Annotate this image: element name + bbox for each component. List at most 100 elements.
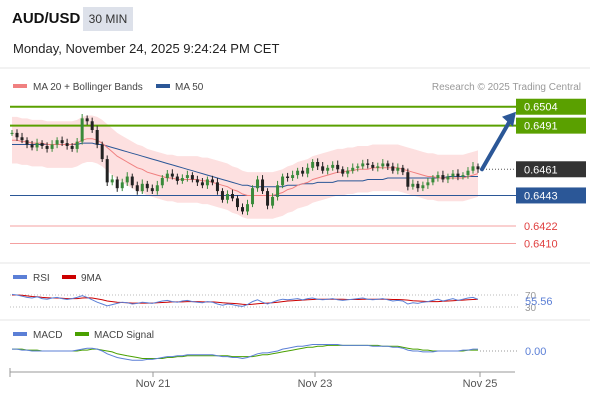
candle-body — [10, 132, 14, 134]
candle-body — [286, 176, 290, 178]
candle-body — [336, 164, 340, 170]
rsi-ma-line — [12, 294, 479, 306]
candle-body — [125, 176, 129, 183]
candle-body — [160, 178, 164, 186]
candle-body — [326, 167, 330, 171]
candle-body — [80, 118, 84, 142]
rsi-line — [11, 293, 479, 307]
candle-body — [55, 140, 59, 145]
candle-body — [451, 173, 455, 177]
support_minor-label: 0.6422 — [524, 221, 558, 233]
candle-body — [145, 183, 149, 189]
candle-body — [100, 144, 104, 160]
resistance-label: 0.6491 — [524, 121, 558, 133]
rsi-value-label: 55.56 — [525, 296, 553, 308]
candle-body — [361, 163, 365, 167]
ma20-legend-label: MA 20 + Bollinger Bands — [33, 82, 143, 93]
candle-body — [155, 185, 159, 192]
candle-body — [246, 204, 250, 212]
chart-datetime: Monday, November 24, 2025 9:24:24 PM CET — [13, 41, 280, 56]
candle-body — [346, 170, 350, 174]
rsi-legend-swatch — [13, 275, 27, 279]
rsi-ma-legend-label: 9MA — [81, 273, 102, 284]
candle-body — [351, 167, 355, 171]
support-badge — [516, 187, 586, 204]
candle-body — [130, 176, 134, 186]
candle-body — [165, 173, 169, 178]
candle-body — [371, 164, 375, 168]
candle-body — [416, 183, 420, 189]
candle-body — [381, 163, 385, 167]
macd-signal-legend-label: MACD Signal — [94, 330, 154, 341]
candle-body — [476, 166, 480, 170]
candle-body — [40, 143, 44, 146]
rsi-legend: RSI 9MA — [13, 273, 102, 284]
candle-body — [261, 179, 265, 192]
candle-body — [391, 166, 395, 171]
candle-body — [311, 162, 315, 168]
candle-body — [85, 118, 89, 122]
ma50-line — [12, 142, 478, 188]
candle-body — [306, 167, 310, 174]
candle-body — [65, 143, 69, 146]
candle-body — [441, 175, 445, 180]
candle-body — [256, 179, 260, 189]
candle-body — [195, 179, 199, 183]
candle-body — [446, 176, 450, 180]
candle-body — [35, 143, 39, 148]
candle-body — [225, 194, 229, 200]
candle-body — [45, 146, 49, 149]
candle-body — [110, 179, 114, 183]
candle-body — [316, 162, 320, 167]
candle-body — [210, 179, 214, 183]
candle-body — [421, 185, 425, 189]
macd-legend-swatch — [13, 332, 27, 336]
arrow-head — [502, 111, 516, 127]
resistance-badge — [516, 117, 586, 134]
candle-body — [411, 183, 415, 187]
candle-body — [135, 185, 139, 192]
candle-body — [220, 191, 224, 200]
candle-body — [215, 182, 219, 192]
rsi-legend-label: RSI — [33, 273, 50, 284]
current-price-label: 0.6461 — [524, 164, 558, 176]
copyright-text: Research © 2025 Trading Central — [432, 82, 581, 93]
candle-body — [205, 179, 209, 186]
candle-body — [356, 166, 360, 168]
arrow-shaft — [480, 118, 512, 172]
support_minor-label: 0.6410 — [524, 238, 558, 250]
candle-body — [120, 182, 124, 189]
candle-body — [200, 182, 204, 186]
ma50-legend-swatch — [156, 84, 170, 88]
candle-body — [105, 159, 109, 183]
candle-body — [426, 182, 430, 186]
candle-body — [50, 144, 54, 149]
rsi-ma-legend-swatch — [62, 275, 76, 279]
ma20-legend-swatch — [13, 84, 27, 88]
candle-body — [15, 132, 19, 138]
timeframe-badge[interactable]: 30 MIN — [83, 7, 133, 31]
candle-body — [291, 175, 295, 178]
candle-body — [466, 170, 470, 176]
macd-legend-label: MACD — [33, 330, 62, 341]
candle-body — [185, 175, 189, 178]
candle-body — [406, 172, 410, 187]
candle-body — [115, 179, 119, 189]
candle-body — [401, 167, 405, 173]
x-tick-label: Nov 21 — [136, 378, 171, 390]
candle-body — [20, 137, 24, 141]
candle-body — [296, 170, 300, 176]
macd-line — [12, 344, 478, 361]
candle-body — [281, 176, 285, 186]
candlesticks — [10, 114, 480, 216]
resistance-label: 0.6504 — [524, 102, 558, 114]
candle-body — [60, 140, 64, 144]
candle-body — [341, 169, 345, 174]
current-price-badge — [516, 161, 586, 178]
price-level-labels: 0.6504 0.6491 0.6461 0.6443 0.6422 0.6410 — [516, 98, 586, 250]
candle-body — [140, 183, 144, 192]
macd-panel: 0.00 — [12, 344, 546, 361]
ma20-line — [12, 138, 479, 196]
candle-body — [150, 188, 154, 192]
